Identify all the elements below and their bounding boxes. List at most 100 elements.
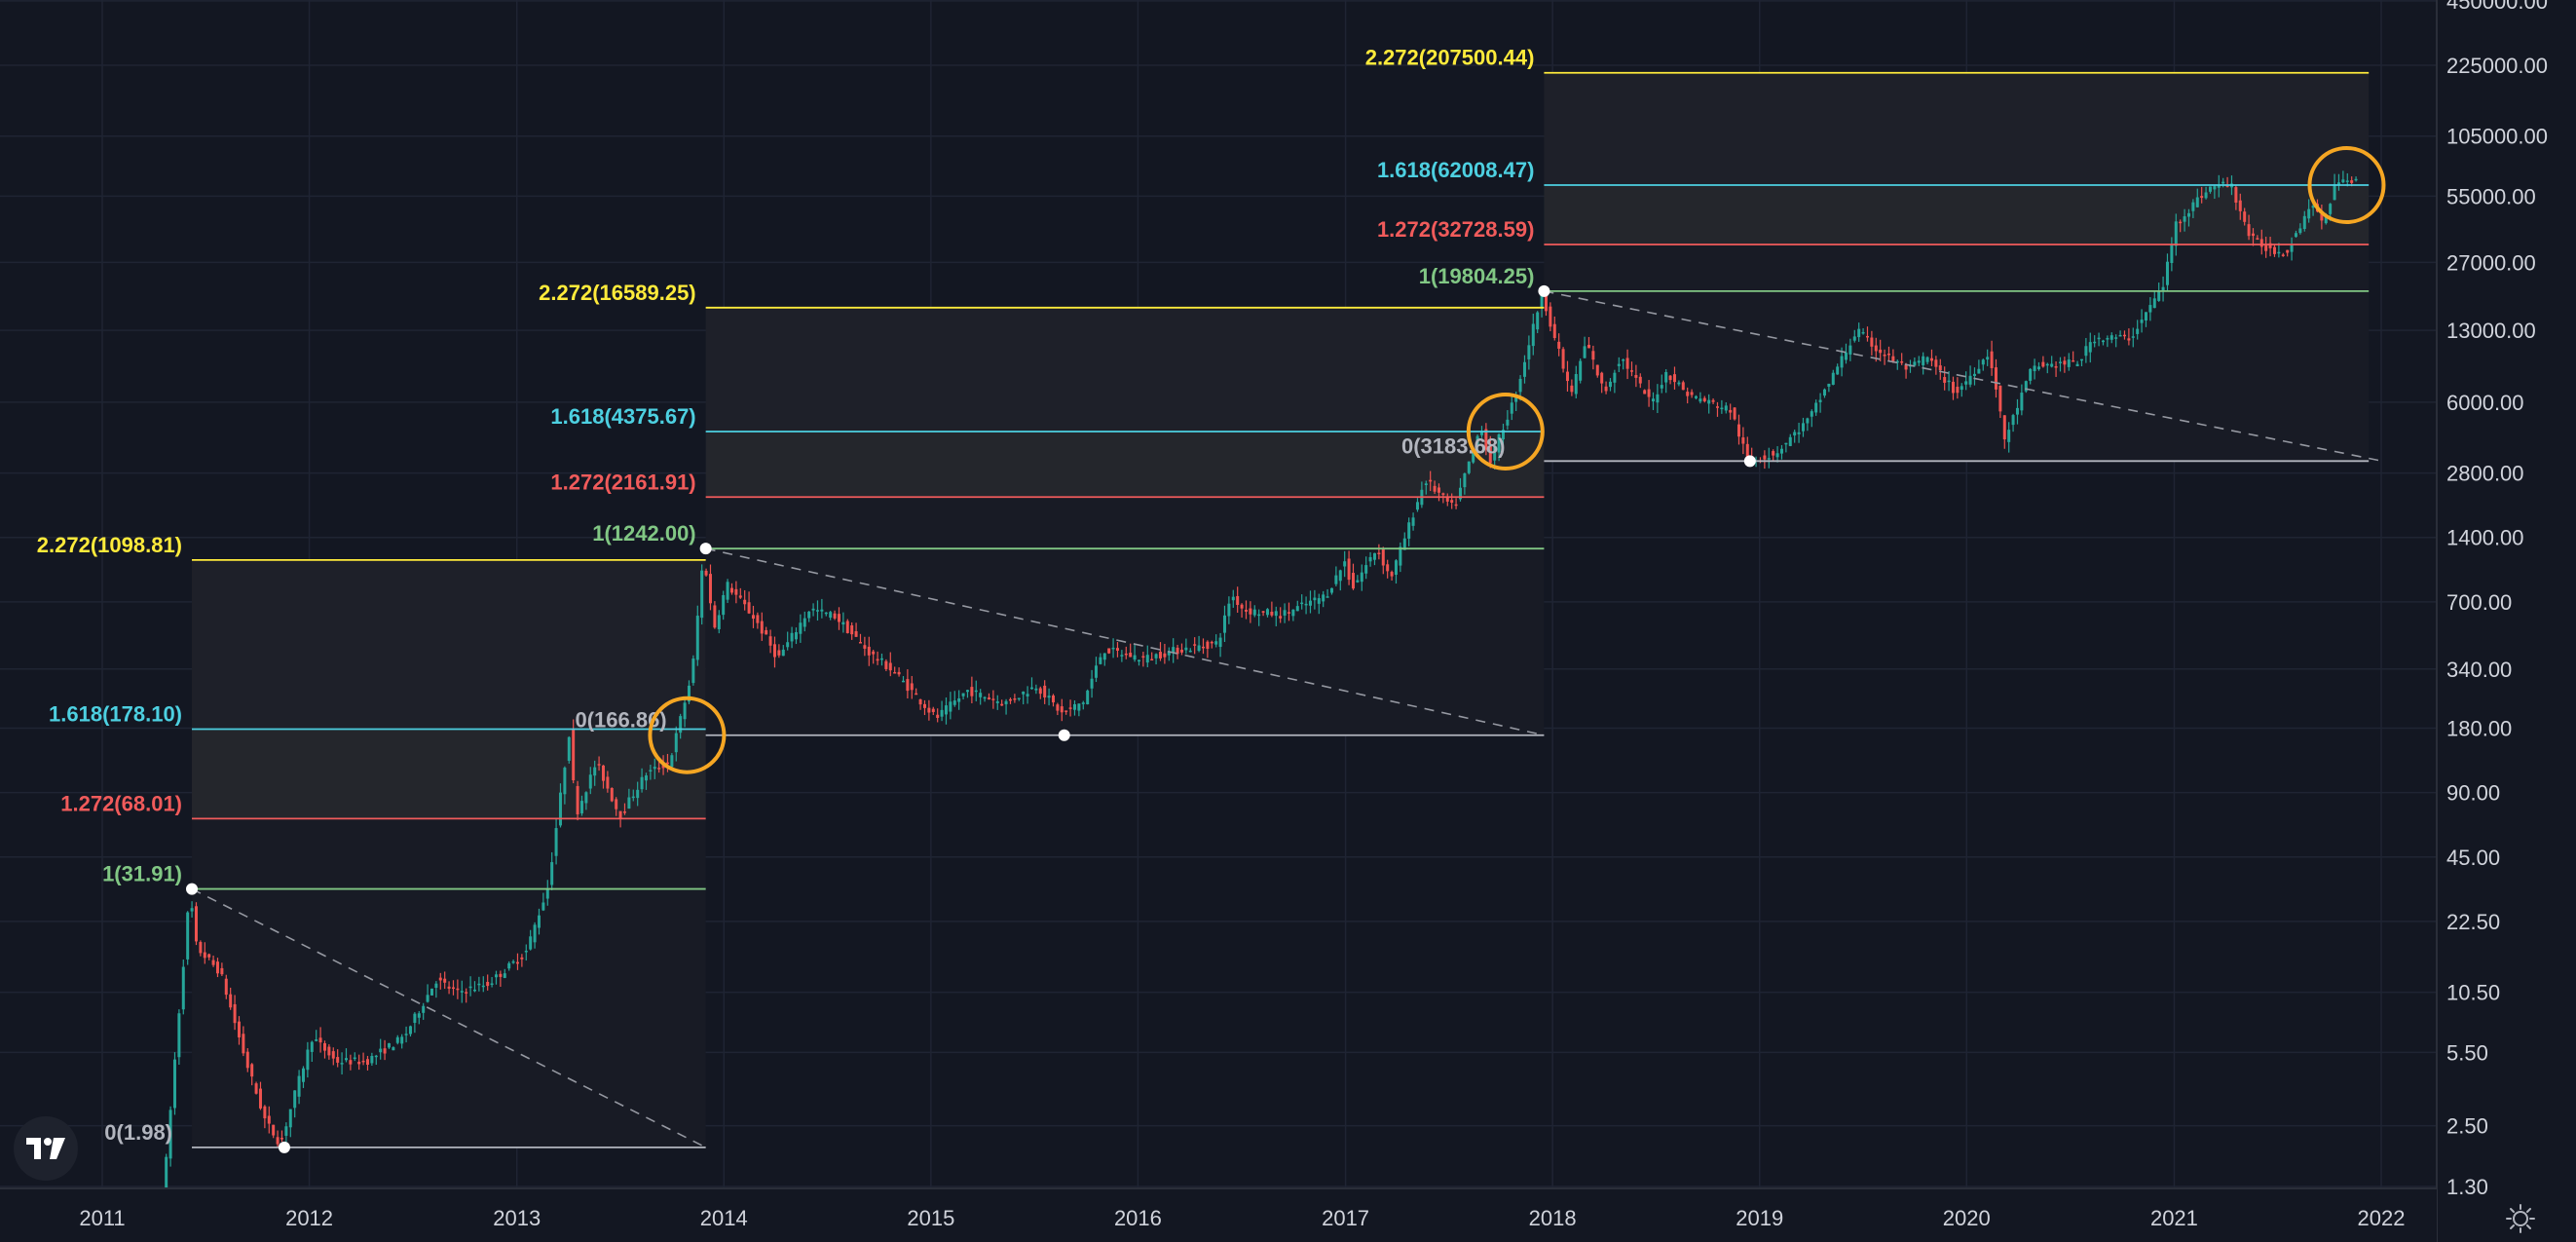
candle-body <box>1925 357 1929 362</box>
candle-body <box>541 902 545 911</box>
candle-body <box>1998 385 2002 412</box>
candle-body <box>974 690 978 693</box>
candle-body <box>1741 437 1745 444</box>
candle-body <box>2114 337 2118 339</box>
candle-body <box>374 1055 378 1058</box>
candle-body <box>181 966 185 1010</box>
fib-level-label: 1.272(68.01) <box>60 791 182 815</box>
candle-body <box>1372 552 1376 560</box>
x-tick-label: 2017 <box>1322 1206 1369 1230</box>
candle-body <box>713 605 717 628</box>
candle-body <box>918 698 922 705</box>
candle-body <box>1861 331 1865 334</box>
candle-body <box>879 658 883 660</box>
fib-zone-middle <box>705 431 1545 498</box>
candle-body <box>1707 399 1711 404</box>
candle-body <box>1295 606 1299 612</box>
candle-body <box>2122 334 2126 337</box>
candle-body <box>168 1110 172 1159</box>
candle-body <box>1857 328 1861 338</box>
candle-body <box>1154 654 1158 659</box>
candle-body <box>1879 349 1883 354</box>
candle-body <box>511 960 515 963</box>
candle-body <box>640 776 644 790</box>
candle-body <box>1167 651 1171 656</box>
settings-sun-icon[interactable] <box>2503 1201 2538 1236</box>
candle-body <box>1343 561 1347 567</box>
candle-body <box>2161 286 2165 292</box>
candle-body <box>1793 432 1797 436</box>
candle-body <box>1411 517 1415 526</box>
candle-body <box>622 811 626 813</box>
candle-body <box>1484 429 1488 450</box>
candle-body <box>1600 372 1604 384</box>
candle-body <box>1043 685 1047 697</box>
candle-body <box>854 630 858 637</box>
candle-body <box>756 615 760 623</box>
y-tick-label: 1400.00 <box>2446 526 2524 550</box>
candle-body <box>1184 647 1188 651</box>
candle-body <box>1848 345 1852 355</box>
candle-body <box>172 1059 176 1109</box>
candle-body <box>229 994 233 1008</box>
candle-body <box>306 1049 310 1071</box>
candle-body <box>1531 323 1535 347</box>
candle-body <box>2131 336 2135 338</box>
candle-body <box>481 985 485 988</box>
candle-body <box>2354 178 2358 181</box>
candle-body <box>961 693 965 696</box>
x-tick-label: 2021 <box>2150 1206 2198 1230</box>
candle-body <box>1454 504 1458 507</box>
candle-body <box>272 1124 276 1136</box>
candle-body <box>1668 375 1672 381</box>
candle-body <box>1214 641 1218 645</box>
candle-body <box>1720 407 1724 410</box>
highlight-circle <box>648 696 727 774</box>
fib-level-label: 1.618(62008.47) <box>1377 158 1534 182</box>
candle-body <box>1377 552 1381 554</box>
candle-body <box>944 705 948 715</box>
candle-body <box>901 680 905 683</box>
candle-body <box>1051 695 1055 703</box>
anchor-point-marker <box>1538 284 1550 297</box>
candle-body <box>1540 289 1544 309</box>
candle-body <box>708 574 712 604</box>
candle-body <box>743 599 747 605</box>
candle-body <box>177 1013 181 1058</box>
candle-body <box>2054 366 2058 368</box>
candle-body <box>1325 596 1329 598</box>
candle-body <box>841 621 845 625</box>
candle-body <box>1595 364 1599 376</box>
candle-body <box>1368 556 1372 562</box>
candle-body <box>1629 370 1633 372</box>
candle-body <box>554 828 558 856</box>
fib-level-label: 0(1.98) <box>104 1120 172 1145</box>
candle-body <box>1745 443 1749 459</box>
candle-body <box>2341 179 2345 183</box>
candle-body <box>850 624 854 635</box>
candle-body <box>1579 360 1583 381</box>
tradingview-logo-icon[interactable] <box>14 1116 78 1181</box>
candle-body <box>2217 185 2221 188</box>
y-tick-label: 13000.00 <box>2446 319 2536 343</box>
candle-body <box>533 924 537 943</box>
candle-body <box>2079 358 2083 361</box>
candle-body <box>1788 436 1792 446</box>
candle-body <box>2307 208 2311 219</box>
candle-body <box>520 957 524 960</box>
candle-body <box>443 978 447 983</box>
candle-body <box>215 961 219 974</box>
candle-body <box>456 988 460 991</box>
fib-extension-levels: 2.272(1098.81) 1.618(178.10) 1.272(68.01) 1… <box>37 46 2383 1148</box>
candle-body <box>829 612 833 619</box>
candle-body <box>768 636 772 646</box>
x-tick-label: 2011 <box>79 1206 125 1230</box>
candle-body <box>683 702 687 720</box>
candle-body <box>1977 368 1981 374</box>
candle-body <box>803 618 806 627</box>
fib-level-label: 0(3183.68) <box>1401 433 1505 458</box>
fib-level-label: 1.618(4375.67) <box>550 404 695 429</box>
candle-body <box>465 992 468 994</box>
candle-body <box>165 1156 168 1216</box>
